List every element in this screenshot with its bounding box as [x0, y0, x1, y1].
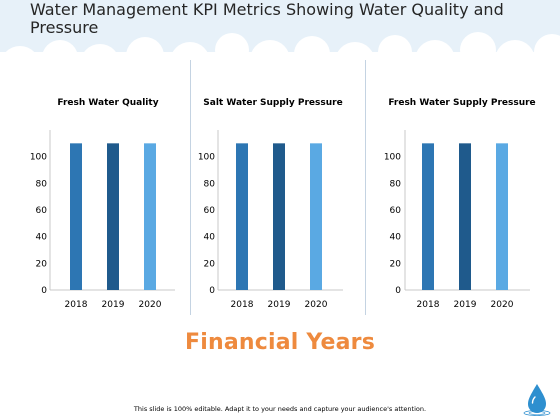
- chart-divider: [190, 60, 191, 315]
- y-tick-label: 100: [30, 153, 47, 163]
- y-tick-label: 60: [36, 206, 48, 216]
- bar-2019: [273, 143, 285, 290]
- page-title: Water Management KPI Metrics Showing Wat…: [30, 0, 504, 37]
- footnote: This slide is 100% editable. Adapt it to…: [133, 405, 427, 413]
- x-tick-label: 2020: [491, 300, 514, 310]
- bar-2018: [422, 143, 434, 290]
- y-tick-label: 20: [390, 259, 402, 269]
- x-tick-label: 2019: [268, 300, 291, 310]
- y-tick-label: 100: [198, 153, 215, 163]
- x-tick-label: 2020: [139, 300, 162, 310]
- bar-2018: [70, 143, 82, 290]
- y-tick-label: 40: [204, 233, 216, 243]
- bar-2020: [310, 143, 322, 290]
- y-tick-label: 0: [209, 286, 215, 296]
- y-tick-label: 20: [204, 259, 216, 269]
- y-tick-label: 80: [390, 179, 402, 189]
- x-tick-label: 2020: [305, 300, 328, 310]
- x-tick-label: 2019: [102, 300, 125, 310]
- y-tick-label: 60: [390, 206, 402, 216]
- bar-2020: [496, 143, 508, 290]
- chart-title: Fresh Water Quality: [57, 98, 158, 108]
- bar-2019: [459, 143, 471, 290]
- bar-2018: [236, 143, 248, 290]
- financial-years-heading: Financial Years: [185, 330, 375, 355]
- x-tick-label: 2019: [454, 300, 477, 310]
- y-tick-label: 40: [36, 233, 48, 243]
- water-drop-icon: [523, 384, 551, 416]
- x-tick-label: 2018: [65, 300, 88, 310]
- y-tick-label: 60: [204, 206, 216, 216]
- y-tick-label: 0: [41, 286, 47, 296]
- y-tick-label: 40: [390, 233, 402, 243]
- chart-divider: [365, 60, 366, 315]
- y-tick-label: 100: [384, 153, 401, 163]
- y-tick-label: 80: [36, 179, 48, 189]
- cloud-banner: [0, 0, 560, 80]
- x-tick-label: 2018: [417, 300, 440, 310]
- chart-title: Fresh Water Supply Pressure: [388, 98, 535, 108]
- y-tick-label: 20: [36, 259, 48, 269]
- bar-2020: [144, 143, 156, 290]
- bar-2019: [107, 143, 119, 290]
- y-tick-label: 80: [204, 179, 216, 189]
- y-tick-label: 0: [395, 286, 401, 296]
- chart-title: Salt Water Supply Pressure: [203, 98, 342, 108]
- x-tick-label: 2018: [231, 300, 254, 310]
